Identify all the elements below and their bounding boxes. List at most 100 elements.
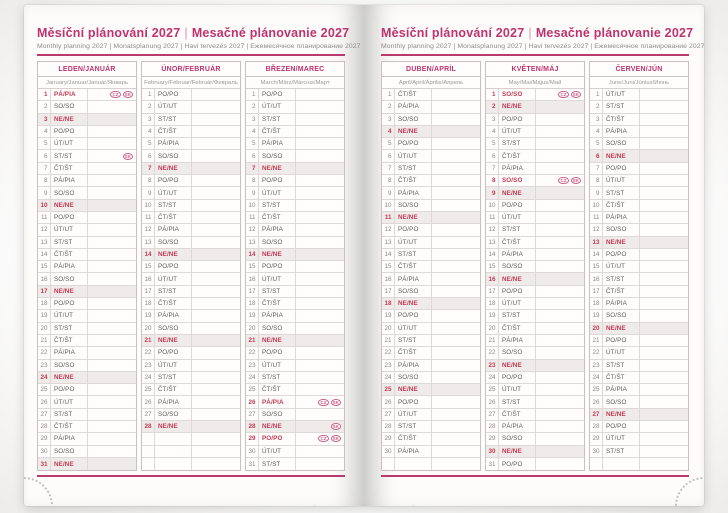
day-abbrev-cell: ÚT/UT: [603, 433, 640, 445]
notes-cell: [432, 396, 480, 407]
day-row: 22 SO/SO: [486, 347, 584, 360]
day-abbrev-cell: ÚT/UT: [603, 347, 640, 359]
notes-cell: [536, 187, 584, 198]
day-row: 21 PÁ/PIA: [486, 334, 584, 348]
notes-cell: [432, 384, 480, 395]
day-abbrev-cell: ČT/ŠT: [51, 162, 88, 175]
notes-cell: [88, 335, 136, 346]
notes-cell: [640, 261, 688, 272]
notes-cell: [640, 200, 688, 211]
empty-row: [142, 445, 240, 458]
day-number-cell: 22: [382, 347, 395, 359]
day-abbrev-cell: ÚT/UT: [603, 175, 640, 187]
notes-cell: [88, 433, 136, 444]
notes-cell: [88, 273, 136, 284]
day-row: 27 ČT/ŠT: [486, 408, 584, 422]
day-number-cell: 29: [382, 433, 395, 445]
day-number-cell: 24: [590, 371, 603, 384]
day-abbrev-cell: ST/ST: [603, 101, 640, 113]
day-row: 10 PO/PO: [486, 199, 584, 212]
day-row: 1 ÚT/UT: [590, 89, 688, 102]
day-number-cell: 5: [486, 138, 499, 150]
notes-cell: CZ SK: [536, 89, 584, 100]
notes-cell: CZ SK: [296, 433, 344, 444]
day-row: 4 ČT/ŠT: [246, 125, 344, 139]
notes-cell: [296, 310, 344, 321]
notes-cell: [640, 433, 688, 444]
notes-cell: [640, 89, 688, 100]
day-row: 20 NE/NE: [590, 322, 688, 335]
notes-cell: [88, 249, 136, 260]
day-number-cell: 7: [246, 162, 259, 175]
notes-cell: [88, 126, 136, 137]
day-row: 8 SO/SO CZ SK: [486, 175, 584, 188]
day-abbrev-cell: ST/ST: [51, 408, 88, 421]
day-row: 16 SO/SO: [38, 273, 136, 286]
day-row: 25 ČT/ŠT: [142, 384, 240, 397]
notes-cell: [640, 458, 688, 470]
day-abbrev-cell: ČT/ŠT: [259, 211, 296, 224]
month-table: ÚNOR/FEBRUÁR February/Februar/Február/Фев…: [141, 61, 241, 472]
day-number-cell: 6: [486, 150, 499, 162]
day-row: 19 SO/SO: [590, 310, 688, 323]
day-abbrev-cell: PO/PO: [603, 162, 640, 175]
empty-row: [590, 457, 688, 471]
notes-cell: [536, 163, 584, 174]
day-abbrev-cell: PÁ/PIA: [51, 347, 88, 359]
day-number-cell: 20: [38, 322, 51, 334]
day-abbrev-cell: ČT/ŠT: [603, 371, 640, 384]
day-row: 21 ST/ST: [382, 334, 480, 348]
day-number-cell: 2: [382, 101, 395, 113]
notes-cell: [432, 212, 480, 223]
day-row: 12 ÚT/UT: [38, 224, 136, 237]
notes-cell: [88, 347, 136, 358]
day-row: 5 SO/SO: [590, 138, 688, 151]
day-number-cell: 2: [38, 101, 51, 113]
top-rule: [37, 54, 345, 56]
day-abbrev-cell: SO/SO: [51, 273, 88, 285]
day-row: 17 NE/NE: [38, 285, 136, 299]
day-abbrev-cell: ČT/ŠT: [395, 261, 432, 273]
day-abbrev-cell: PÁ/PIA: [259, 310, 296, 322]
day-number-cell: 10: [142, 199, 155, 211]
day-number-cell: 10: [590, 199, 603, 211]
day-row: 13 SO/SO: [246, 236, 344, 249]
day-number-cell: 27: [590, 408, 603, 421]
month-rows: 1 ČT/ŠT 2 PÁ/PIA 3 SO/SO 4 NE/NE 5 PO/PO 6 ÚT/UT 7 ST…: [382, 89, 480, 471]
notes-cell: [192, 212, 240, 223]
planner-spread: Měsíční plánování 2027 | Mesačné plánovani…: [24, 5, 704, 506]
day-abbrev-cell: ÚT/UT: [259, 359, 296, 371]
day-abbrev-cell: NE/NE: [395, 384, 432, 396]
day-number-cell: 11: [38, 211, 51, 224]
day-abbrev-cell: PÁ/PIA: [499, 248, 536, 261]
day-abbrev-cell: ÚT/UT: [155, 101, 192, 113]
day-abbrev-cell: ČT/ŠT: [395, 89, 432, 101]
day-number-cell: 23: [38, 359, 51, 371]
day-row: 5 ÚT/UT: [38, 138, 136, 151]
day-row: 15 ÚT/UT: [590, 261, 688, 274]
day-row: 6 SO/SO: [246, 150, 344, 163]
day-number-cell: 22: [486, 347, 499, 359]
day-number-cell: 6: [142, 150, 155, 162]
day-number-cell: 16: [142, 273, 155, 285]
day-abbrev-cell: NE/NE: [395, 125, 432, 138]
notes-cell: [296, 224, 344, 235]
day-number-cell: 29: [486, 433, 499, 445]
day-abbrev-cell: PÁ/PIA: [499, 334, 536, 347]
day-abbrev-cell: SO/SO: [259, 150, 296, 162]
day-number-cell: 4: [486, 125, 499, 138]
day-row: 1 SO/SO CZ SK: [486, 89, 584, 102]
day-number-cell: 22: [246, 347, 259, 359]
day-number-cell: 15: [590, 261, 603, 273]
day-number-cell: 3: [246, 113, 259, 125]
day-abbrev-cell: ÚT/UT: [51, 396, 88, 408]
notes-cell: [192, 126, 240, 137]
cz-holiday-badge-icon: CZ: [558, 177, 569, 185]
notes-cell: [640, 249, 688, 260]
day-row: 3 ČT/ŠT: [590, 113, 688, 126]
day-row: 27 NE/NE: [590, 408, 688, 422]
day-row: 10 ČT/ŠT: [590, 199, 688, 212]
day-row: 11 NE/NE: [382, 211, 480, 225]
day-row: 29 PO/PO CZ SK: [246, 433, 344, 446]
notes-cell: [432, 150, 480, 161]
